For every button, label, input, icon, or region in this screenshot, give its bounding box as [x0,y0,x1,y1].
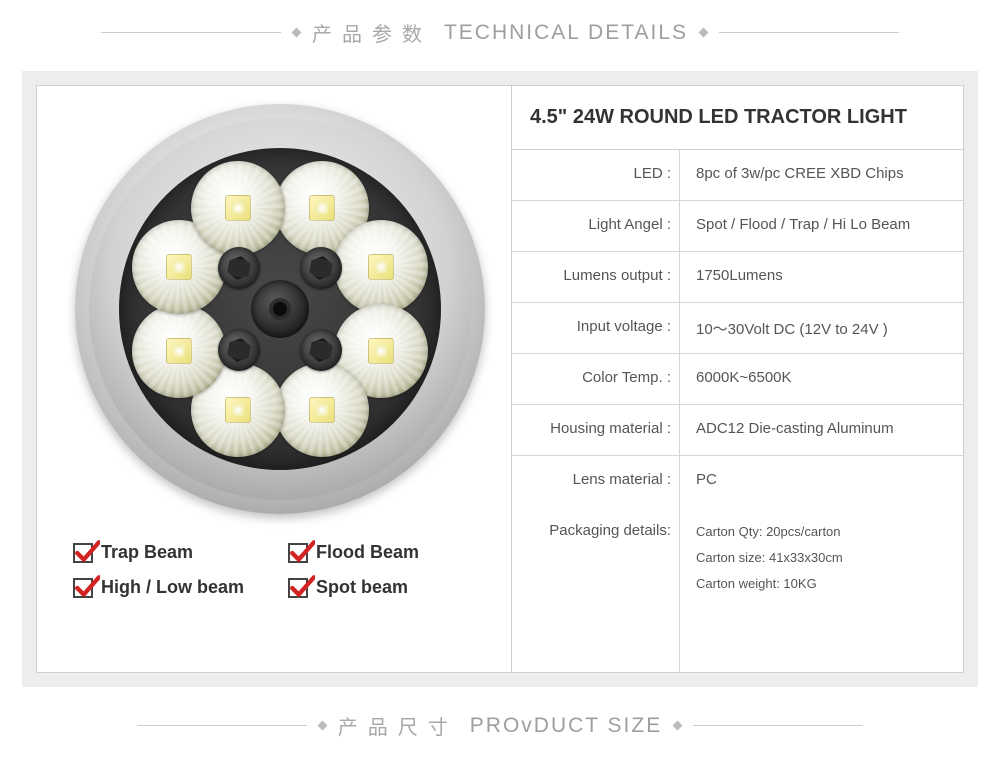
inner-panel: Trap Beam Flood Beam High / Low beam [36,85,964,673]
screw-hex [300,247,342,289]
spec-row-packaging: Packaging details: Carton Qty: 20pcs/car… [512,507,963,672]
spec-row: Color Temp. :6000K~6500K [512,354,963,405]
spec-value: PC [680,456,963,507]
spec-row: Housing material :ADC12 Die-casting Alum… [512,405,963,456]
spec-value: Spot / Flood / Trap / Hi Lo Beam [680,201,963,251]
spec-row: Lens material :PC [512,456,963,507]
beam-item-spot: Spot beam [288,577,493,598]
right-pane: 4.5" 24W ROUND LED TRACTOR LIGHT LED :8p… [511,86,963,672]
divider-diamond [317,721,327,731]
spec-row: Lumens output :1750Lumens [512,252,963,303]
lamp-face [119,148,441,470]
led-chip [334,220,428,314]
lamp-hub [251,280,309,338]
checkmark-icon [288,578,308,598]
header-chinese: 产品参数 [312,18,432,47]
divider-diamond [292,28,302,38]
spec-table: LED :8pc of 3w/pc CREE XBD ChipsLight An… [512,150,963,507]
packaging-line: Carton size: 41x33x30cm [696,545,953,571]
divider-line [719,32,899,33]
packaging-line: Carton Qty: 20pcs/carton [696,519,953,545]
spec-label: Packaging details: [512,507,680,672]
spec-label: Lens material : [512,456,680,507]
beam-label: High / Low beam [101,577,244,598]
spec-value-packaging: Carton Qty: 20pcs/carton Carton size: 41… [680,507,963,672]
divider-line [693,725,863,726]
screw-hex [300,329,342,371]
checkmark-icon [73,578,93,598]
outer-panel: Trap Beam Flood Beam High / Low beam [22,71,978,687]
screw-hex [218,247,260,289]
spec-value: 1750Lumens [680,252,963,302]
packaging-line: Carton weight: 10KG [696,571,953,597]
beam-label: Flood Beam [316,542,419,563]
divider-diamond [673,721,683,731]
checkmark-icon [73,543,93,563]
beam-label: Trap Beam [101,542,193,563]
spec-label: Input voltage : [512,303,680,353]
divider-line [101,32,281,33]
checkmark-icon [288,543,308,563]
beam-item-trap: Trap Beam [73,542,278,563]
spec-value: 6000K~6500K [680,354,963,404]
spec-label: LED : [512,150,680,200]
spec-label: Light Angel : [512,201,680,251]
divider-diamond [699,28,709,38]
product-title: 4.5" 24W ROUND LED TRACTOR LIGHT [512,86,963,150]
spec-value: 8pc of 3w/pc CREE XBD Chips [680,150,963,200]
led-chip [275,363,369,457]
header-english: TECHNICAL DETAILS [444,21,688,45]
spec-row: Light Angel :Spot / Flood / Trap / Hi Lo… [512,201,963,252]
led-chip [191,161,285,255]
beam-grid: Trap Beam Flood Beam High / Low beam [67,542,493,598]
footer-chinese: 产品尺寸 [338,711,458,740]
beam-item-hilo: High / Low beam [73,577,278,598]
beam-label: Spot beam [316,577,408,598]
spec-label: Housing material : [512,405,680,455]
section-header-size: 产品尺寸 PROvDUCT SIZE [0,687,1000,740]
led-chip [132,304,226,398]
spec-row: Input voltage :10～30Volt DC (12V to 24V … [512,303,963,354]
spec-value: 10～30Volt DC (12V to 24V ) [680,303,963,353]
spec-value: ADC12 Die-casting Aluminum [680,405,963,455]
spec-label: Lumens output : [512,252,680,302]
footer-english: PROvDUCT SIZE [470,714,662,738]
section-header-technical: 产品参数 TECHNICAL DETAILS [0,0,1000,61]
screw-hex [218,329,260,371]
product-visual [75,104,485,514]
spec-label: Color Temp. : [512,354,680,404]
left-pane: Trap Beam Flood Beam High / Low beam [37,86,511,672]
spec-row: LED :8pc of 3w/pc CREE XBD Chips [512,150,963,201]
divider-line [137,725,307,726]
beam-item-flood: Flood Beam [288,542,493,563]
